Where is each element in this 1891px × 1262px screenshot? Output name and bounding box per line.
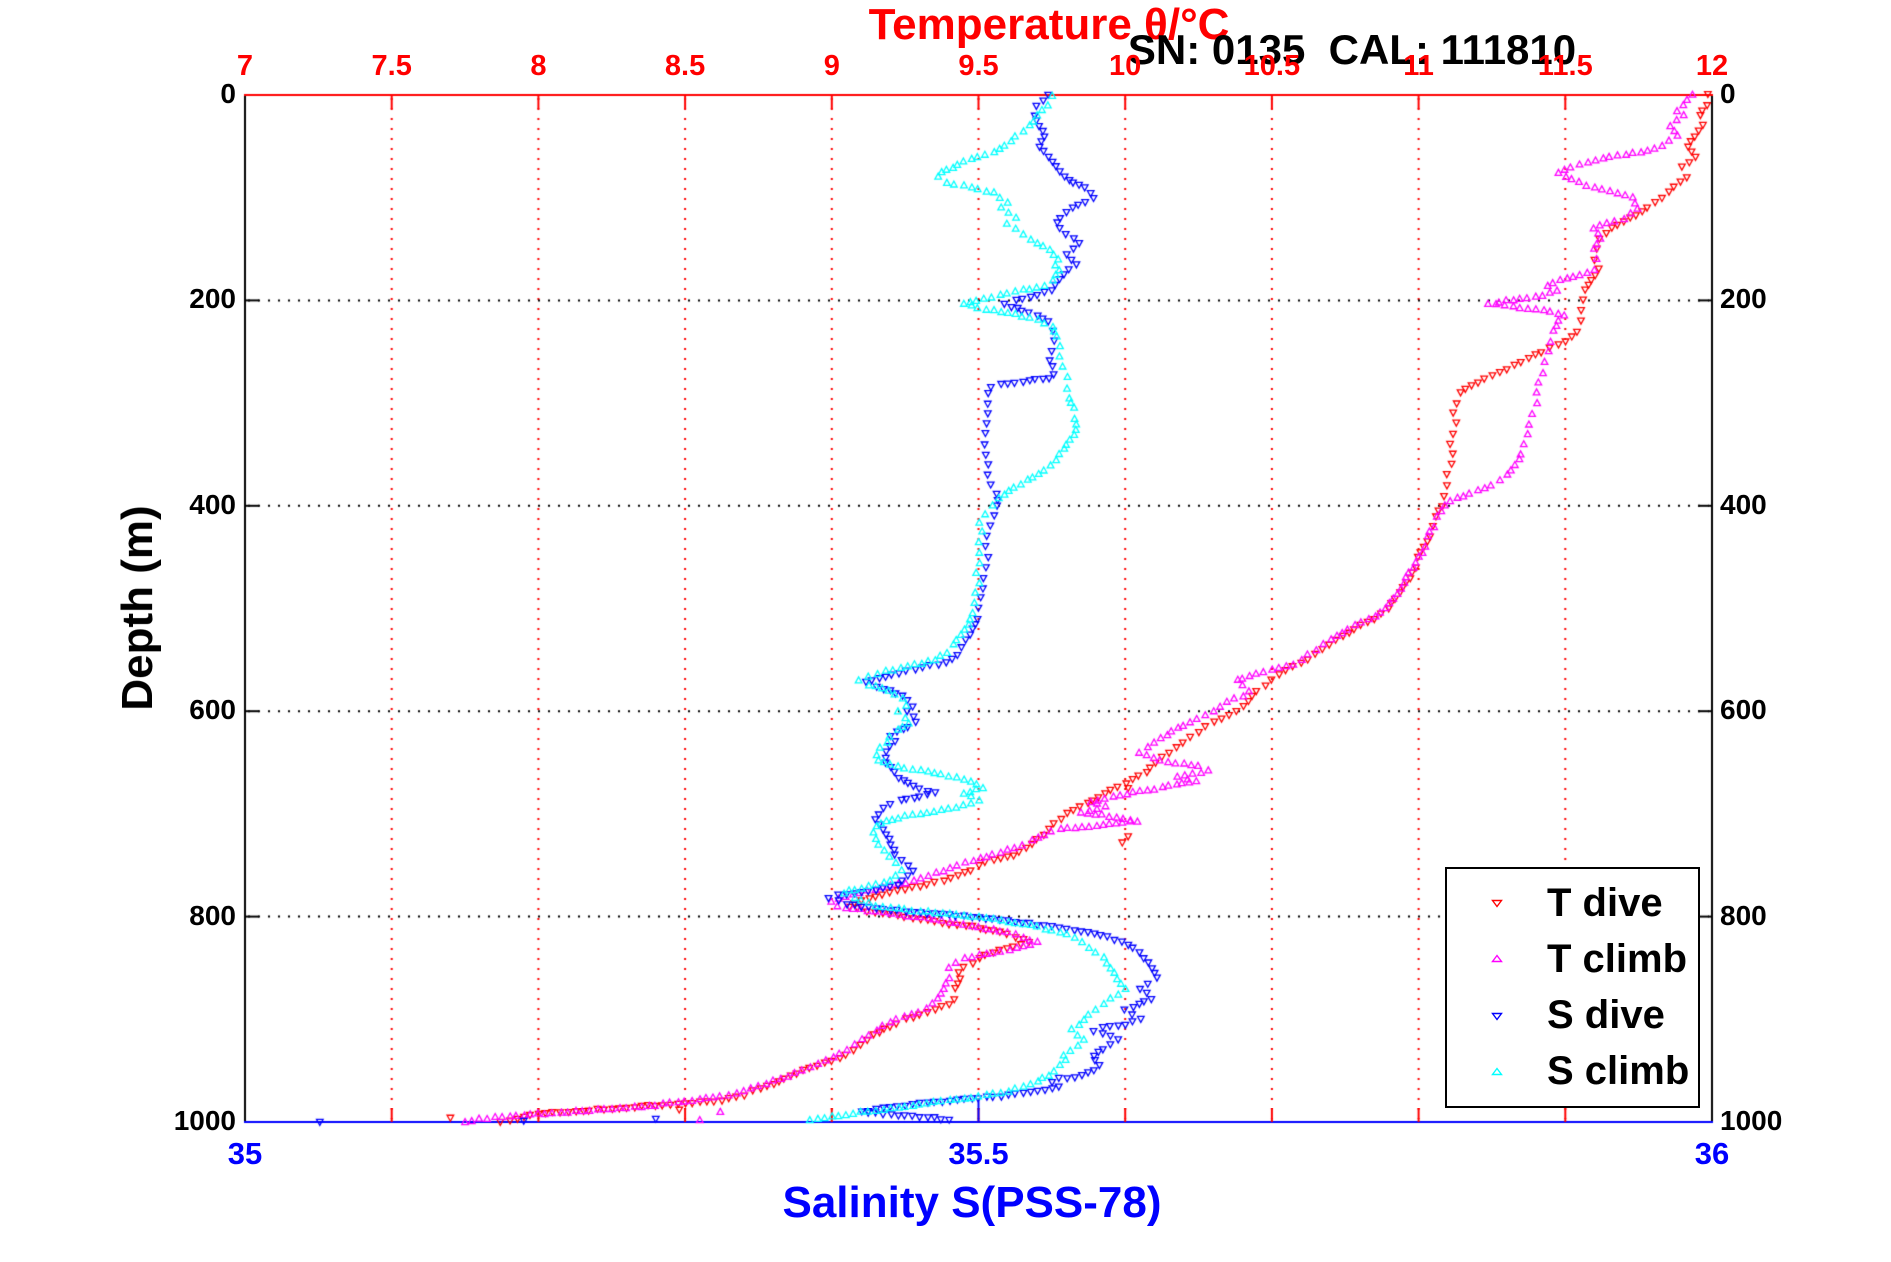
temp-tick-label-9: 9 bbox=[823, 50, 840, 82]
legend-item-label: T dive bbox=[1547, 880, 1663, 925]
depth-tick-label-right-200: 200 bbox=[1720, 283, 1767, 315]
figure-title: Temperature θ/°C bbox=[868, 0, 1230, 49]
temp-tick-label-11.5: 11.5 bbox=[1537, 50, 1593, 82]
temp-tick-label-8.5: 8.5 bbox=[664, 50, 706, 82]
depth-tick-label-left-0: 0 bbox=[220, 78, 236, 109]
temp-tick-label-12: 12 bbox=[1695, 50, 1729, 82]
depth-axis-label: Depth (m) bbox=[113, 505, 162, 711]
temp-tick-label-10.5: 10.5 bbox=[1243, 50, 1301, 82]
depth-tick-label-right-400: 400 bbox=[1720, 488, 1767, 520]
depth-tick-label-left-600: 600 bbox=[189, 694, 236, 726]
triangle-up-icon bbox=[1447, 1064, 1505, 1080]
triangle-down-icon bbox=[1447, 895, 1505, 911]
depth-tick-label-right-0: 0 bbox=[1720, 78, 1736, 109]
legend-item-s-climb: S climb bbox=[1447, 1046, 1698, 1098]
legend-item-label: S dive bbox=[1547, 993, 1665, 1038]
depth-tick-label-left-200: 200 bbox=[189, 283, 236, 315]
legend-item-label: T climb bbox=[1547, 936, 1688, 981]
salinity-tick-label-35: 35 bbox=[227, 1136, 263, 1171]
salinity-tick-label-35.5: 35.5 bbox=[948, 1136, 1009, 1171]
depth-tick-label-left-400: 400 bbox=[189, 488, 236, 520]
legend-item-label: S climb bbox=[1547, 1049, 1690, 1094]
temp-tick-label-9.5: 9.5 bbox=[958, 50, 999, 82]
salinity-tick-label-36: 36 bbox=[1694, 1136, 1730, 1171]
legend-item-t-climb: T climb bbox=[1447, 933, 1698, 985]
temp-tick-label-10: 10 bbox=[1109, 50, 1142, 82]
triangle-down-icon bbox=[1447, 1008, 1505, 1024]
legend-item-s-dive: S dive bbox=[1447, 990, 1698, 1042]
triangle-up-icon bbox=[1447, 951, 1505, 967]
calibration-annotation: SN: 0135 CAL: 111810 bbox=[1127, 26, 1577, 73]
salinity-axis-label: Salinity S(PSS-78) bbox=[782, 1178, 1162, 1227]
temp-tick-label-11: 11 bbox=[1403, 50, 1434, 82]
temp-tick-label-7: 7 bbox=[236, 50, 254, 82]
depth-tick-label-right-1000: 1000 bbox=[1720, 1105, 1783, 1136]
depth-tick-label-right-800: 800 bbox=[1720, 899, 1767, 931]
legend: T dive T climb S dive S climb bbox=[1445, 867, 1700, 1108]
temp-tick-label-7.5: 7.5 bbox=[371, 50, 412, 82]
legend-item-t-dive: T dive bbox=[1447, 877, 1698, 929]
depth-tick-label-left-800: 800 bbox=[189, 899, 236, 931]
depth-tick-label-right-600: 600 bbox=[1720, 694, 1767, 726]
depth-tick-label-left-1000: 1000 bbox=[173, 1105, 236, 1136]
temp-tick-label-8: 8 bbox=[530, 50, 547, 82]
